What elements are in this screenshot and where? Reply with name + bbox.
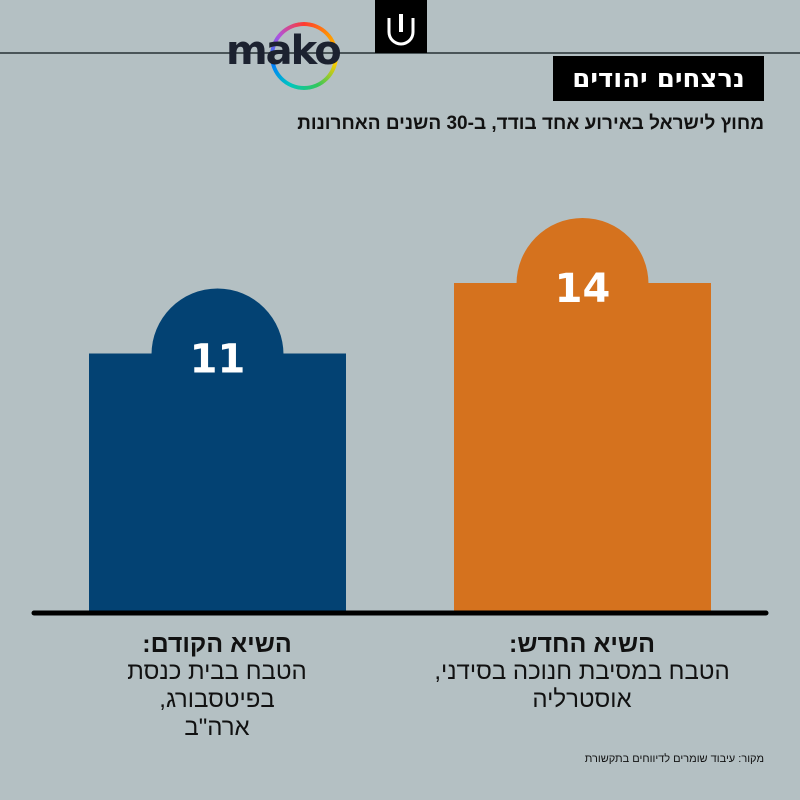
category-desc: הטבח בבית כנסת בפיטסבורג, <box>127 658 307 713</box>
category-label-previous: השיא הקודם: הטבח בבית כנסת בפיטסבורג, אר… <box>67 630 367 742</box>
bar-cap <box>516 218 649 284</box>
source-note: מקור: עיבוד שומרים לדיווחים בתקשורת <box>584 753 764 765</box>
channel-logo <box>375 0 427 53</box>
bar <box>89 353 346 612</box>
category-title: השיא החדש: <box>509 630 655 658</box>
category-desc: הטבח במסיבת חנוכה בסידני, <box>434 658 730 685</box>
chart-subtitle: מחוץ לישראל באירוע אחד בודד, ב-30 השנים … <box>297 113 764 134</box>
category-desc: ארה"ב <box>184 714 250 741</box>
category-desc: אוסטרליה <box>532 686 632 713</box>
category-label-new: השיא החדש: הטבח במסיבת חנוכה בסידני, אוס… <box>432 630 732 714</box>
header-divider <box>0 52 800 54</box>
chart-title: נרצחים יהודים <box>553 56 764 101</box>
data-label: 14 <box>555 266 611 312</box>
data-label: 11 <box>190 337 246 383</box>
category-title: השיא הקודם: <box>142 630 292 658</box>
mako-logo: mako <box>226 28 342 74</box>
bar <box>454 283 711 612</box>
bar-cap <box>151 288 284 355</box>
mako-logo-ring <box>270 22 338 90</box>
